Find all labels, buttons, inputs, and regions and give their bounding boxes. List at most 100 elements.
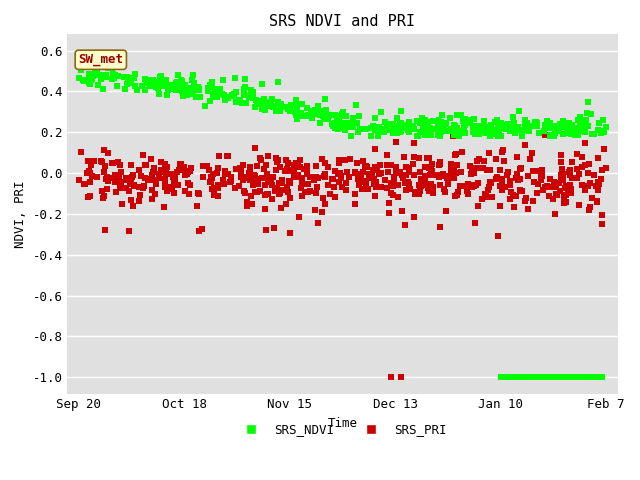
SRS_NDVI — [291, 96, 301, 104]
SRS_PRI — [444, 172, 454, 180]
SRS_NDVI — [547, 122, 557, 130]
SRS_NDVI — [96, 71, 106, 79]
SRS_PRI — [497, 148, 507, 156]
SRS_NDVI — [340, 126, 350, 133]
SRS_PRI — [230, 184, 241, 192]
SRS_NDVI — [157, 78, 167, 85]
SRS_NDVI — [108, 71, 118, 78]
SRS_PRI — [408, 171, 419, 179]
SRS_PRI — [99, 146, 109, 154]
SRS_NDVI — [573, 127, 584, 135]
SRS_PRI — [213, 192, 223, 200]
SRS_PRI — [84, 169, 95, 177]
SRS_PRI — [273, 156, 283, 164]
SRS_PRI — [563, 190, 573, 197]
SRS_NDVI — [433, 126, 443, 133]
SRS_NDVI — [339, 112, 349, 120]
SRS_NDVI — [522, 120, 532, 127]
SRS_PRI — [194, 190, 204, 197]
SRS_NDVI — [495, 120, 506, 127]
SRS_PRI — [284, 188, 294, 195]
SRS_PRI — [263, 190, 273, 197]
SRS_NDVI — [380, 126, 390, 133]
SRS_PRI — [280, 200, 291, 208]
SRS_NDVI — [101, 73, 111, 81]
SRS_NDVI — [439, 124, 449, 132]
SRS_NDVI — [79, 77, 89, 85]
SRS_PRI — [284, 178, 294, 185]
SRS_PRI — [249, 171, 259, 179]
SRS_NDVI — [319, 113, 329, 121]
SRS_PRI — [236, 173, 246, 180]
SRS_NDVI — [423, 129, 433, 136]
SRS_PRI — [140, 161, 150, 168]
SRS_NDVI — [595, 129, 605, 137]
SRS_PRI — [428, 189, 438, 197]
SRS_PRI — [353, 176, 363, 183]
SRS_PRI — [138, 151, 148, 159]
SRS_PRI — [389, 174, 399, 181]
SRS_NDVI — [493, 132, 503, 140]
SRS_PRI — [593, 154, 604, 162]
SRS_PRI — [213, 164, 223, 172]
SRS_PRI — [116, 179, 126, 186]
SRS_NDVI — [149, 79, 159, 87]
SRS_PRI — [249, 178, 259, 186]
SRS_PRI — [124, 228, 134, 235]
SRS_PRI — [525, 155, 535, 162]
SRS_NDVI — [396, 119, 406, 126]
SRS_PRI — [268, 181, 278, 189]
SRS_NDVI — [479, 123, 489, 131]
SRS_NDVI — [437, 111, 447, 119]
SRS_PRI — [426, 163, 436, 171]
SRS_NDVI — [380, 118, 390, 126]
SRS_PRI — [92, 173, 102, 180]
SRS_NDVI — [286, 101, 296, 108]
SRS_PRI — [246, 176, 256, 183]
SRS_NDVI — [506, 122, 516, 130]
SRS_PRI — [101, 176, 111, 183]
SRS_PRI — [220, 170, 230, 178]
SRS_NDVI — [554, 127, 564, 135]
SRS_NDVI — [570, 125, 580, 132]
SRS_NDVI — [545, 119, 555, 126]
SRS_NDVI — [452, 124, 462, 132]
SRS_NDVI — [376, 108, 387, 115]
SRS_NDVI — [273, 100, 284, 108]
SRS_NDVI — [433, 131, 443, 138]
SRS_PRI — [280, 167, 290, 175]
SRS_NDVI — [292, 115, 302, 123]
SRS_NDVI — [366, 124, 376, 132]
SRS_NDVI — [556, 373, 566, 381]
SRS_PRI — [537, 166, 547, 174]
SRS_PRI — [449, 168, 459, 176]
SRS_NDVI — [222, 93, 232, 101]
SRS_PRI — [296, 180, 307, 188]
SRS_PRI — [283, 167, 293, 174]
SRS_NDVI — [268, 102, 278, 109]
SRS_PRI — [150, 190, 161, 197]
SRS_NDVI — [346, 119, 356, 127]
SRS_NDVI — [335, 112, 345, 120]
SRS_NDVI — [333, 125, 343, 132]
SRS_PRI — [413, 190, 424, 198]
SRS_PRI — [100, 226, 110, 234]
SRS_NDVI — [86, 75, 96, 83]
SRS_PRI — [432, 171, 442, 179]
SRS_NDVI — [422, 127, 433, 134]
SRS_PRI — [259, 165, 269, 172]
SRS_NDVI — [368, 122, 378, 130]
SRS_NDVI — [436, 125, 446, 133]
SRS_PRI — [596, 220, 607, 228]
SRS_NDVI — [449, 131, 459, 139]
SRS_PRI — [121, 184, 131, 192]
SRS_NDVI — [205, 97, 216, 105]
SRS_NDVI — [589, 130, 599, 138]
SRS_PRI — [138, 184, 148, 192]
SRS_PRI — [129, 181, 139, 189]
SRS_NDVI — [181, 91, 191, 99]
SRS_NDVI — [538, 373, 548, 381]
SRS_NDVI — [346, 132, 356, 140]
SRS_NDVI — [351, 101, 362, 109]
SRS_NDVI — [271, 107, 281, 114]
